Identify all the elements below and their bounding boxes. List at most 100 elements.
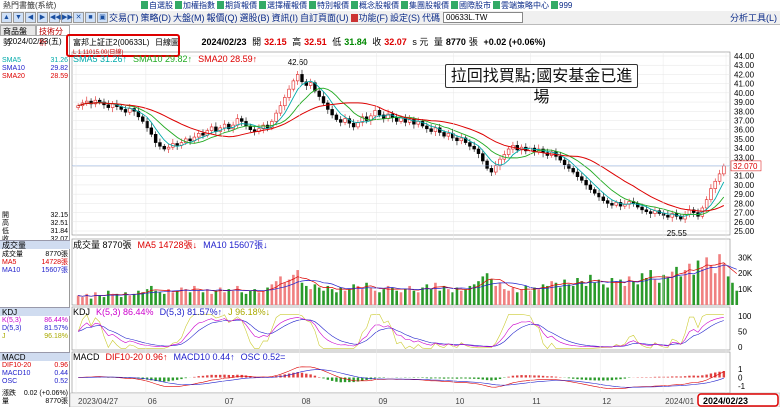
row-value: 28.59: [50, 73, 68, 80]
menu-analysis-tools[interactable]: 分析工具(L): [729, 12, 778, 24]
volume-bar: [348, 289, 351, 305]
candle-body: [489, 168, 494, 173]
toolbar-nav-button[interactable]: ✕: [73, 12, 84, 23]
volume-bar: [274, 281, 278, 305]
kdj-tick-label: 50: [738, 328, 747, 337]
macd-osc-bar: [287, 373, 291, 378]
menu-item[interactable]: 策略(D): [140, 12, 172, 23]
toolbar-nav-button[interactable]: ▣: [97, 12, 108, 23]
volume-bar: [408, 285, 411, 305]
candle-body: [446, 133, 451, 137]
macd-tick-label: 1: [738, 365, 743, 374]
candle-body: [274, 112, 278, 122]
candle-body: [76, 105, 80, 108]
menu-item[interactable]: 自訂頁面(U): [300, 12, 349, 23]
volume-bar: [524, 285, 528, 305]
volume-bar: [623, 285, 627, 305]
toolbar-nav-button[interactable]: ▶: [37, 12, 48, 23]
macd-osc-bar: [516, 375, 519, 378]
volume-bar: [589, 274, 592, 305]
kdj-row: D(5,3) 81.57%: [2, 324, 68, 333]
macd-osc-bar: [219, 374, 222, 378]
volume-bar: [231, 290, 235, 305]
bookmark-item[interactable]: 加權指數: [174, 0, 216, 11]
candle-body: [580, 176, 584, 181]
high-mark-label: 42.60: [288, 58, 309, 67]
candle-body: [666, 215, 670, 218]
macd-osc-bar: [481, 377, 484, 380]
volume-bar: [425, 284, 429, 305]
macd-osc-bar: [623, 377, 627, 379]
candle-body: [562, 159, 567, 165]
volume-bar: [679, 276, 683, 305]
bookmark-item[interactable]: 集團股報價: [400, 0, 450, 11]
legend-entry: D(5,3) 81.57%↑: [159, 307, 223, 317]
candle-body: [425, 125, 429, 130]
volume-bar: [567, 284, 571, 305]
product-sub: L 1.11015.00(日線): [73, 50, 124, 56]
price-tick-label: 28.00: [734, 199, 755, 208]
macd-osc-bar: [206, 375, 209, 378]
volume-bar: [111, 295, 114, 305]
menu-settings[interactable]: 設定(S): [390, 12, 420, 23]
macd-osc-bar: [606, 377, 609, 381]
price-legend: SMA5 31.26↑ SMA10 29.82↑ SMA20 28.59↑: [73, 54, 263, 65]
macd-osc-bar: [167, 377, 170, 382]
bookmark-item[interactable]: 選擇權報價: [258, 0, 308, 11]
tab-technical[interactable]: 技術分析: [36, 25, 70, 47]
macd-osc-bar: [701, 375, 704, 378]
menu-item[interactable]: 選股(B): [239, 12, 270, 23]
toolbar-nav-button[interactable]: ◀: [25, 12, 36, 23]
close-label: 收: [372, 37, 382, 47]
toolbar-nav-button[interactable]: ▲: [1, 12, 12, 23]
sma20-line: [78, 102, 725, 212]
bookmark-item[interactable]: 國際股市: [450, 0, 492, 11]
bookmark-item[interactable]: 自選股: [140, 0, 174, 11]
candle-body: [373, 110, 377, 117]
candle-body: [717, 173, 722, 182]
volume-bar: [378, 292, 381, 305]
time-tick-label: 06: [148, 397, 157, 406]
candle-body: [584, 180, 588, 186]
volume-bar: [429, 289, 433, 305]
macd-osc-bar: [679, 376, 683, 378]
menu-item[interactable]: 大盤(M): [173, 12, 205, 23]
row-value: 0.52: [54, 378, 68, 385]
tab-market[interactable]: 商品盤勢: [0, 25, 36, 47]
bookmark-item[interactable]: 特別報價: [308, 0, 350, 11]
volume-bar: [193, 285, 196, 305]
candle-body: [308, 82, 313, 86]
volume-bar: [541, 284, 545, 305]
chart-area[interactable]: 44.00 43.00 42.00 41.00 40.00 39.00 38.00 37.00…: [70, 25, 780, 407]
macd-osc-bar: [511, 375, 515, 378]
toolbar-nav-button[interactable]: ▼: [13, 12, 24, 23]
bookmark-item[interactable]: 期貨報價: [216, 0, 258, 11]
menu-item[interactable]: 報價(Q): [206, 12, 238, 23]
candle-body: [614, 202, 618, 206]
menu-item[interactable]: 資訊(I): [271, 12, 299, 23]
toolbar-nav-button[interactable]: ▶▶: [61, 12, 73, 23]
menu-function[interactable]: 功能(F): [350, 12, 390, 24]
menu-item[interactable]: 交易(T): [109, 12, 139, 23]
macd-osc-bar: [692, 375, 695, 378]
candle-body: [601, 196, 606, 201]
macd-osc-bar: [584, 377, 588, 380]
bookmark-item[interactable]: 概念股報價: [350, 0, 400, 11]
volume-bar: [137, 290, 140, 305]
row-label: SMA20: [2, 73, 25, 80]
volume-bar: [167, 289, 170, 305]
chart-svg[interactable]: 44.0043.0042.0041.0040.0039.0038.0037.00…: [70, 25, 780, 407]
code-input[interactable]: 00633L.TW: [443, 12, 524, 23]
candle-body: [175, 143, 179, 146]
bookmark-item[interactable]: 999: [550, 0, 573, 11]
macd-osc-bar: [498, 377, 502, 379]
volume-bar: [468, 285, 472, 305]
macd-osc-bar: [305, 373, 308, 378]
macd-osc-bar: [236, 374, 239, 378]
volume-bar: [593, 282, 597, 305]
candle-body: [123, 109, 128, 113]
toolbar-nav-button[interactable]: ■: [85, 12, 96, 23]
row-label: SMA10: [2, 65, 25, 72]
toolbar-nav-button[interactable]: ◀◀: [49, 12, 61, 23]
bookmark-item[interactable]: 雲端策略中心: [492, 0, 550, 11]
